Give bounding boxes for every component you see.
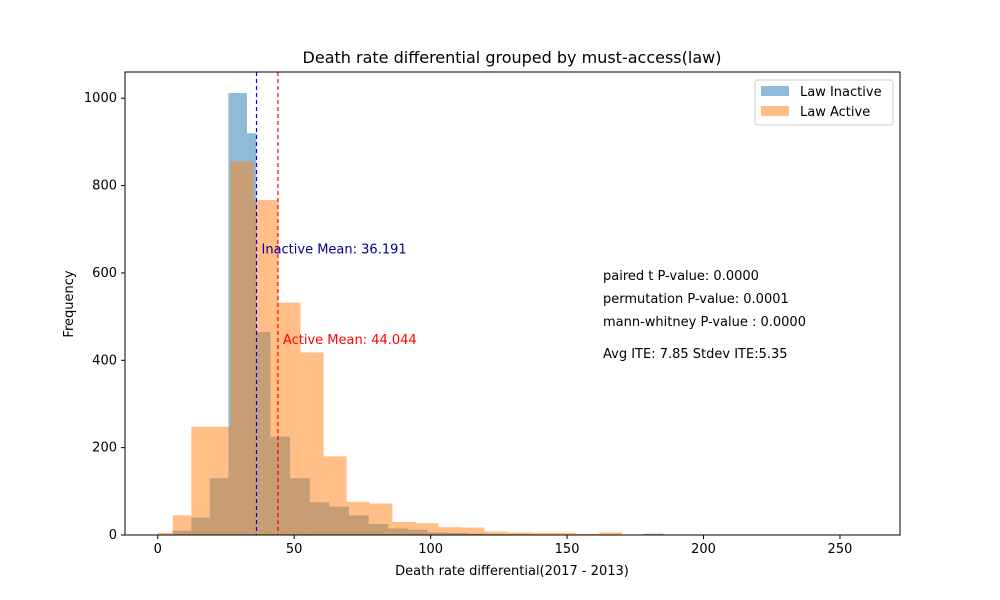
bar-law-active-13 — [438, 527, 462, 535]
legend-swatch-law-active — [761, 106, 789, 116]
stat-annotation-3: Avg ITE: 7.85 Stdev ITE:5.35 — [603, 347, 788, 362]
y-tick-label-1000: 1000 — [84, 91, 117, 106]
legend-box — [754, 79, 894, 126]
bar-law-active-12 — [415, 523, 439, 535]
stat-annotation-0: paired t P-value: 0.0000 — [603, 269, 759, 284]
x-tick-label-250: 250 — [828, 542, 853, 557]
y-tick-label-600: 600 — [92, 266, 117, 281]
bar-law-active-10 — [369, 503, 393, 535]
legend-label-law-active: Law Active — [800, 105, 870, 120]
bar-law-active-19 — [576, 533, 600, 535]
bar-law-active-15 — [484, 531, 508, 535]
bar-law-active-2 — [191, 426, 208, 535]
annotations-layer: paired t P-value: 0.0000 permutation P-va… — [603, 269, 806, 362]
y-axis-label: Frequency — [62, 270, 77, 337]
y-tick-label-400: 400 — [92, 353, 117, 368]
y-axis: 0 200 400 600 800 1000 — [84, 91, 125, 543]
y-tick-label-800: 800 — [92, 179, 117, 194]
legend-swatch-law-inactive — [761, 86, 789, 96]
x-tick-label-150: 150 — [555, 542, 580, 557]
mean-label-1: Active Mean: 44.044 — [283, 333, 417, 348]
bar-law-active-6 — [278, 302, 301, 535]
plot-frame — [124, 71, 901, 536]
x-axis-label: Death rate differential(2017 - 2013) — [395, 564, 629, 579]
bar-law-inactive-25 — [643, 533, 664, 535]
bar-law-active-9 — [346, 501, 370, 535]
bar-law-active-20 — [599, 532, 623, 535]
bar-law-active-7 — [300, 352, 324, 535]
bar-law-active-14 — [461, 527, 485, 535]
bar-law-active-3 — [207, 426, 231, 535]
mean-lines-layer: Inactive Mean: 36.191 Active Mean: 44.044 — [255, 72, 417, 535]
bar-law-active-17 — [530, 532, 554, 535]
bar-law-active-8 — [323, 456, 347, 535]
x-tick-label-100: 100 — [418, 542, 443, 557]
x-axis: 0 50 100 150 200 250 — [154, 535, 853, 557]
stat-annotation-1: permutation P-value: 0.0001 — [603, 292, 789, 307]
bar-law-active-4 — [230, 161, 254, 535]
bar-law-active-1 — [172, 515, 192, 535]
y-tick-label-200: 200 — [92, 441, 117, 456]
bar-law-active-5 — [253, 199, 279, 535]
x-tick-label-0: 0 — [154, 542, 162, 557]
x-tick-label-200: 200 — [691, 542, 716, 557]
mean-label-0: Inactive Mean: 36.191 — [262, 242, 407, 257]
legend: Law Inactive Law Active — [754, 79, 894, 126]
bar-law-active-11 — [392, 521, 416, 535]
bar-law-active-0 — [157, 532, 173, 535]
y-tick-label-0: 0 — [109, 528, 117, 543]
stat-annotation-2: mann-whitney P-value : 0.0000 — [603, 315, 806, 330]
bars-layer — [157, 92, 688, 535]
x-tick-label-50: 50 — [286, 542, 303, 557]
bar-law-active-16 — [507, 532, 531, 535]
legend-label-law-inactive: Law Inactive — [800, 85, 882, 100]
bar-law-active-18 — [553, 532, 577, 535]
chart-title: Death rate differential grouped by must-… — [303, 48, 722, 67]
